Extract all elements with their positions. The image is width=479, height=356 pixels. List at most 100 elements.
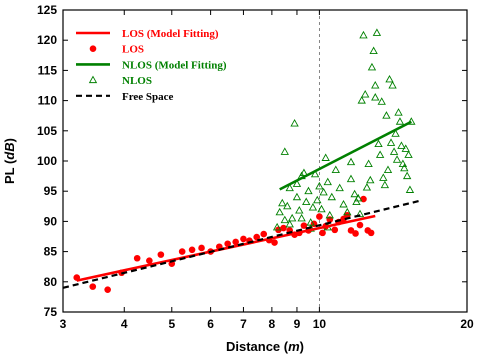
nlos-point bbox=[335, 183, 344, 192]
legend-swatch-los bbox=[89, 45, 97, 52]
nlos-point bbox=[302, 197, 311, 206]
nlos-point bbox=[375, 150, 385, 158]
nlos-point bbox=[297, 213, 306, 222]
nlos-point bbox=[283, 201, 292, 210]
legend-label-nlos-model-fitting: NLOS (Model Fitting) bbox=[122, 59, 227, 71]
los-point bbox=[367, 229, 375, 237]
nlos-point bbox=[405, 185, 415, 193]
nlos-point bbox=[357, 96, 366, 104]
legend: LOS (Model Fitting) LOS NLOS (Model Fittin… bbox=[76, 28, 227, 103]
nlos-point bbox=[401, 144, 410, 152]
x-axis-label-suffix: ) bbox=[300, 339, 304, 354]
nlos-point bbox=[285, 183, 294, 192]
nlos-point bbox=[352, 197, 361, 206]
line-segment bbox=[279, 120, 412, 191]
nlos-point bbox=[319, 187, 328, 196]
nlos-point bbox=[315, 181, 324, 190]
y-tick-label-115: 115 bbox=[38, 63, 58, 77]
nlos-point bbox=[391, 129, 400, 137]
x-axis-label-unit: m bbox=[288, 339, 300, 354]
nlos-point bbox=[383, 165, 393, 174]
line-segment bbox=[76, 214, 376, 282]
los-point bbox=[133, 254, 141, 262]
los-point bbox=[104, 286, 111, 293]
nlos-point bbox=[380, 180, 390, 189]
nlos-point bbox=[359, 30, 368, 39]
los-point bbox=[331, 226, 339, 234]
y-tick-label-90: 90 bbox=[44, 214, 58, 228]
series-nlos-model-fitting bbox=[279, 120, 412, 191]
nlos-point bbox=[275, 207, 284, 216]
nlos-point bbox=[321, 153, 330, 161]
nlos-point bbox=[350, 189, 359, 198]
nlos-point bbox=[362, 183, 372, 191]
y-axis-label-prefix: PL ( bbox=[2, 159, 17, 184]
los-point bbox=[352, 230, 359, 237]
nlos-point bbox=[310, 169, 320, 178]
nlos-point bbox=[339, 199, 348, 208]
nlos-point bbox=[364, 159, 373, 167]
los-point bbox=[240, 235, 247, 243]
x-tick-label-4: 4 bbox=[121, 317, 128, 331]
los-point bbox=[198, 244, 205, 252]
los-point bbox=[271, 239, 278, 246]
los-point bbox=[157, 251, 165, 258]
los-point bbox=[89, 283, 97, 290]
nlos-point bbox=[343, 207, 352, 216]
series-free-space bbox=[62, 199, 420, 289]
x-tick-label-6: 6 bbox=[207, 317, 214, 331]
nlos-point bbox=[285, 219, 294, 228]
nlos-point bbox=[327, 192, 336, 201]
nlos-point bbox=[290, 119, 299, 127]
x-tick-label-10: 10 bbox=[313, 317, 327, 331]
y-tick-label-100: 100 bbox=[37, 154, 57, 168]
y-axis-label: PL (dB) bbox=[2, 138, 17, 184]
x-axis-label: Distance (m) bbox=[226, 339, 304, 354]
nlos-point bbox=[402, 171, 412, 180]
nlos-point bbox=[317, 204, 326, 213]
legend-swatch-nlos bbox=[88, 75, 98, 84]
nlos-point bbox=[388, 80, 397, 89]
nlos-point bbox=[371, 93, 380, 101]
y-tick-label-85: 85 bbox=[44, 245, 58, 259]
legend-label-los: LOS bbox=[122, 44, 144, 56]
nlos-point bbox=[386, 138, 396, 146]
nlos-point bbox=[280, 147, 289, 155]
nlos-point bbox=[397, 141, 406, 149]
nlos-point bbox=[323, 177, 332, 186]
nlos-point bbox=[392, 155, 402, 163]
axes: 3 4 5 6 7 8 9 10 20 75 80 85 90 95 100 105 110 115 120 125 bbox=[37, 3, 474, 331]
los-point bbox=[224, 240, 231, 248]
nlos-point bbox=[331, 165, 340, 174]
nlos-point bbox=[278, 198, 287, 207]
x-tick-label-3: 3 bbox=[60, 317, 67, 331]
nlos-point bbox=[369, 46, 378, 55]
line-segment bbox=[62, 199, 420, 289]
nlos-point bbox=[346, 174, 356, 183]
nlos-point bbox=[377, 97, 386, 105]
y-tick-label-105: 105 bbox=[37, 124, 57, 138]
y-tick-label-75: 75 bbox=[44, 305, 58, 319]
x-tick-label-5: 5 bbox=[168, 317, 175, 331]
nlos-point bbox=[367, 62, 377, 71]
los-point bbox=[316, 213, 323, 220]
nlos-point bbox=[355, 209, 365, 218]
los-point bbox=[300, 222, 308, 229]
nlos-point bbox=[366, 175, 375, 184]
series-layer bbox=[62, 28, 420, 293]
nlos-point bbox=[379, 173, 388, 181]
nlos-point bbox=[374, 139, 383, 148]
y-axis-label-suffix: ) bbox=[2, 138, 17, 142]
nlos-point bbox=[280, 215, 289, 224]
nlos-point bbox=[361, 90, 370, 98]
nlos-point bbox=[395, 117, 405, 125]
nlos-point bbox=[371, 80, 380, 89]
nlos-point bbox=[400, 163, 409, 172]
nlos-point bbox=[346, 157, 356, 166]
los-point bbox=[232, 238, 239, 246]
y-tick-label-80: 80 bbox=[44, 275, 58, 289]
nlos-point bbox=[382, 111, 391, 119]
los-point bbox=[146, 257, 153, 264]
nlos-point bbox=[389, 147, 399, 155]
